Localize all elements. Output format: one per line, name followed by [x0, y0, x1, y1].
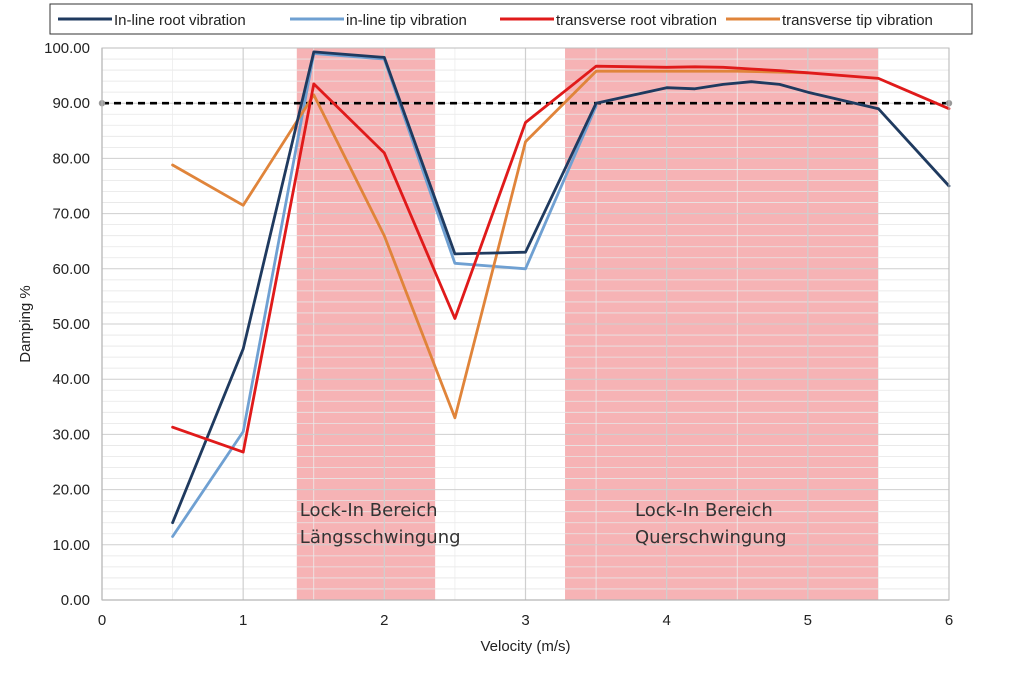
x-tick-label: 3	[521, 612, 529, 629]
y-axis-title: Damping %	[17, 285, 34, 363]
x-tick-label: 2	[380, 612, 388, 629]
region-label-2: Lock-In Bereich Querschwingung	[635, 500, 787, 548]
y-tick-label: 0.00	[61, 592, 90, 609]
legend-entry-label: In-line root vibration	[114, 12, 246, 29]
y-tick-label: 100.00	[44, 40, 90, 57]
x-tick-label: 6	[945, 612, 953, 629]
region-label-line2: Querschwingung	[635, 527, 787, 548]
y-tick-label: 60.00	[52, 261, 90, 278]
y-tick-label: 90.00	[52, 95, 90, 112]
region-label-line1: Lock-In Bereich	[300, 500, 438, 521]
x-tick-label: 0	[98, 612, 106, 629]
y-tick-label: 80.00	[52, 150, 90, 167]
legend: In-line root vibration in-line tip vibrat…	[49, 3, 973, 35]
series-line-transverse-root-vibration	[171, 64, 951, 454]
y-tick-label: 50.00	[52, 316, 90, 333]
axes: 0.00 10.00 20.00 30.00 40.00 50.00 60.00 70.00 8…	[17, 40, 953, 655]
region-label-1: Lock-In Bereich Längsschwingung	[300, 500, 461, 548]
x-tick-label: 5	[804, 612, 812, 629]
gridlines	[101, 47, 950, 601]
series-line-transverse-tip-vibration	[171, 69, 810, 420]
x-axis-title: Velocity (m/s)	[480, 638, 570, 655]
legend-entry-label: transverse tip vibration	[782, 12, 933, 29]
legend-entry-label: transverse root vibration	[556, 12, 717, 29]
y-tick-label: 30.00	[52, 426, 90, 443]
y-tick-label: 70.00	[52, 206, 90, 223]
region-label-line1: Lock-In Bereich	[635, 500, 773, 521]
legend-entry-label: in-line tip vibration	[346, 12, 467, 29]
x-tick-label: 1	[239, 612, 247, 629]
region-label-line2: Längsschwingung	[300, 527, 461, 548]
x-tick-label: 4	[662, 612, 670, 629]
plot-border	[101, 47, 950, 601]
y-tick-label: 10.00	[52, 537, 90, 554]
y-tick-label: 20.00	[52, 482, 90, 499]
series-line-in-line-root-vibration	[171, 50, 951, 525]
series-lines	[171, 50, 951, 538]
y-tick-label: 40.00	[52, 371, 90, 388]
